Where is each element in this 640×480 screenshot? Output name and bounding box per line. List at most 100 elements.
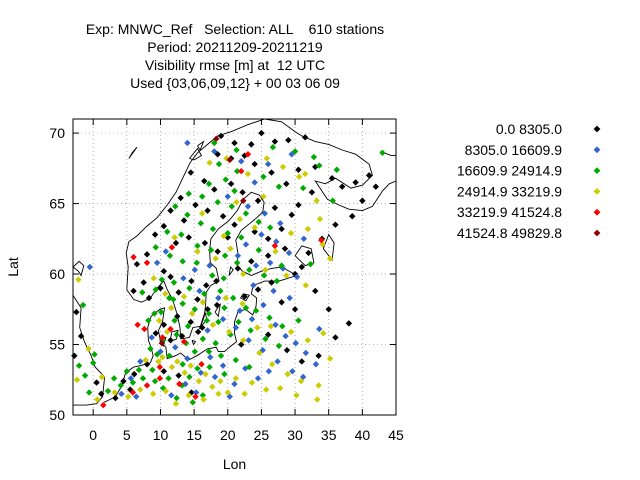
data-point — [172, 344, 179, 351]
data-point — [203, 282, 210, 289]
data-point — [224, 229, 231, 237]
data-point — [264, 235, 272, 243]
data-point — [129, 389, 137, 396]
data-point — [365, 172, 373, 179]
data-point — [301, 134, 309, 141]
data-point — [179, 258, 186, 265]
data-point — [160, 321, 168, 328]
data-point — [222, 294, 229, 302]
data-point — [212, 339, 219, 347]
x-tick-label: 5 — [123, 427, 131, 443]
data-point — [160, 368, 168, 375]
data-point — [130, 287, 137, 295]
data-point — [211, 186, 218, 193]
data-point — [318, 237, 325, 244]
data-point — [295, 173, 303, 180]
data-point — [168, 244, 176, 251]
data-point — [174, 313, 181, 320]
data-point — [206, 262, 213, 269]
data-point — [258, 231, 265, 238]
data-point — [184, 211, 191, 219]
data-point — [242, 241, 250, 248]
data-point — [262, 266, 269, 274]
data-point — [150, 275, 157, 282]
data-point — [172, 400, 180, 407]
coastline — [294, 245, 315, 267]
data-point — [170, 279, 178, 286]
data-point — [333, 166, 340, 173]
data-point — [193, 259, 201, 266]
data-point — [297, 377, 305, 385]
data-point — [278, 262, 285, 269]
coastline — [228, 266, 234, 276]
data-point — [165, 375, 172, 382]
data-point — [199, 299, 207, 306]
data-point — [162, 248, 170, 255]
data-point — [238, 234, 245, 241]
data-point — [159, 334, 166, 341]
data-point — [173, 394, 180, 402]
legend-marker — [593, 208, 601, 216]
data-point — [231, 187, 238, 195]
data-point — [246, 363, 253, 371]
data-point — [233, 146, 240, 154]
data-point — [172, 203, 179, 210]
data-point — [241, 390, 248, 398]
data-point — [248, 141, 255, 148]
data-point — [191, 266, 198, 274]
title-line-3: Visibility rmse [m] at 12 UTC — [144, 57, 326, 73]
data-point — [98, 373, 106, 381]
data-point — [142, 356, 149, 364]
data-point — [246, 266, 253, 274]
data-point — [268, 279, 275, 286]
data-point — [139, 289, 146, 296]
data-point — [152, 286, 159, 293]
data-point — [215, 294, 222, 302]
data-point — [277, 220, 284, 227]
data-point — [91, 351, 98, 358]
data-point — [171, 234, 178, 241]
data-point — [180, 338, 188, 345]
data-point — [156, 375, 164, 382]
data-point — [159, 354, 166, 361]
data-point — [199, 324, 206, 331]
data-point — [194, 365, 201, 372]
coastline — [72, 260, 85, 277]
data-point — [140, 279, 147, 286]
data-point — [184, 355, 191, 362]
legend-label: 41524.8 49829.8 — [457, 225, 562, 241]
data-point — [191, 306, 198, 313]
title-line-1: Exp: MNWC_Ref Selection: ALL 610 station… — [85, 21, 385, 37]
data-point — [332, 221, 339, 228]
data-point — [315, 382, 322, 389]
data-point — [279, 163, 287, 171]
x-tick-label: 0 — [89, 427, 97, 443]
data-point — [211, 148, 218, 155]
data-point — [175, 372, 182, 379]
data-point — [155, 358, 162, 365]
data-point — [194, 296, 201, 303]
data-point — [221, 370, 228, 378]
data-point — [178, 332, 186, 340]
data-point — [313, 197, 320, 204]
data-point — [215, 390, 222, 398]
data-point — [265, 368, 273, 375]
data-point — [251, 160, 258, 168]
data-point — [266, 224, 274, 231]
data-point — [194, 328, 202, 336]
data-point — [111, 389, 118, 396]
data-point — [295, 201, 302, 209]
data-point — [278, 225, 285, 233]
data-point — [167, 325, 174, 333]
data-point — [209, 321, 217, 328]
data-point — [258, 129, 265, 137]
data-point — [181, 369, 188, 376]
coastline — [197, 140, 205, 151]
data-point — [157, 308, 165, 316]
data-point — [252, 262, 260, 269]
data-point — [291, 148, 299, 155]
data-point — [328, 175, 336, 182]
data-point — [283, 272, 290, 279]
data-point — [224, 193, 231, 200]
data-point — [151, 310, 158, 317]
